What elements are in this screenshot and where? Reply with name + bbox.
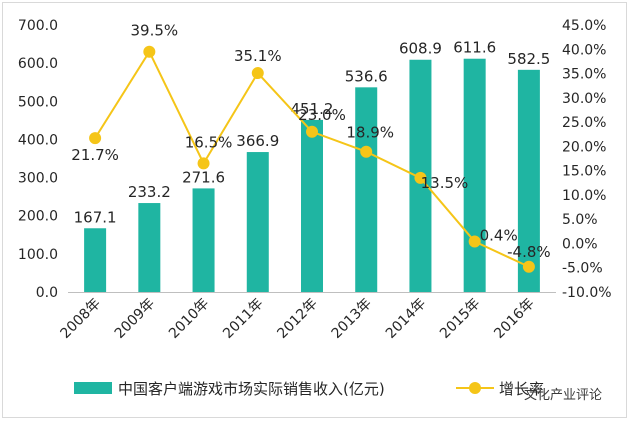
growth-point <box>197 157 210 170</box>
bar <box>84 228 107 292</box>
bar <box>301 119 323 292</box>
x-tick-label: 2010年 <box>166 296 212 342</box>
bar-data-label: 271.6 <box>182 168 225 186</box>
x-tick-label: 2012年 <box>274 296 320 342</box>
line-data-label: 13.5% <box>421 174 469 192</box>
bar <box>192 188 215 292</box>
y-right-tick-label: -10.0% <box>562 285 612 301</box>
y-left-tick-label: 300.0 <box>18 171 58 187</box>
growth-point <box>468 235 481 248</box>
bar <box>246 152 269 292</box>
bar-data-label: 167.1 <box>74 208 117 226</box>
y-left-tick-label: 400.0 <box>18 132 58 148</box>
y-right-tick-label: 10.0% <box>562 188 606 204</box>
legend-label-line: 增长率 <box>499 380 544 398</box>
legend-label-bars: 中国客户端游戏市场实际销售收入(亿元) <box>118 380 385 398</box>
x-tick-label: 2016年 <box>491 296 537 342</box>
y-right-tick-label: 30.0% <box>562 91 606 107</box>
y-left-tick-label: 200.0 <box>18 209 58 225</box>
x-tick-label: 2009年 <box>112 296 158 342</box>
line-data-label: 18.9% <box>346 124 394 142</box>
growth-point <box>306 125 318 138</box>
line-data-label: 35.1% <box>234 47 282 65</box>
y-left-tick-label: 100.0 <box>18 247 58 263</box>
y-right-tick-label: 5.0% <box>562 212 598 228</box>
x-tick-label: 2008年 <box>58 296 104 342</box>
x-tick-label: 2013年 <box>329 296 375 342</box>
bar-data-label: 611.6 <box>453 39 496 57</box>
growth-point <box>89 132 102 145</box>
y-right-tick-label: 20.0% <box>562 139 606 155</box>
bar-data-label: 233.2 <box>128 183 171 201</box>
y-right-tick-label: 25.0% <box>562 115 606 131</box>
y-left-tick-label: 700.0 <box>18 18 58 34</box>
growth-point <box>143 45 156 58</box>
growth-point <box>414 171 427 184</box>
legend-swatch-bars <box>74 382 112 394</box>
legend-swatch-marker <box>469 382 481 394</box>
x-tick-label: 2014年 <box>383 296 429 342</box>
watermark: 文化产业评论 <box>524 388 603 403</box>
y-left-tick-label: 0.0 <box>36 285 58 301</box>
line-data-label: 0.4% <box>480 227 518 245</box>
line-data-label: 23.0% <box>298 106 346 124</box>
y-right-tick-label: 40.0% <box>562 42 606 58</box>
x-tick-label: 2011年 <box>220 296 266 342</box>
bar-data-label: 451.2 <box>291 100 334 118</box>
y-right-tick-label: 45.0% <box>562 18 606 34</box>
y-right-tick-label: -5.0% <box>562 261 603 277</box>
line-data-label: 39.5% <box>131 22 179 40</box>
x-tick-label: 2015年 <box>437 296 483 342</box>
line-data-label: 21.7% <box>71 146 119 164</box>
bar-data-label: 582.5 <box>507 50 550 68</box>
bar-data-label: 608.9 <box>399 40 442 58</box>
growth-point <box>522 260 535 273</box>
bar-data-label: 536.6 <box>345 67 388 85</box>
line-data-label: -4.8% <box>507 243 551 261</box>
bar <box>138 203 161 292</box>
growth-point <box>360 145 373 158</box>
y-right-tick-label: 15.0% <box>562 164 606 180</box>
y-right-tick-label: 35.0% <box>562 67 606 83</box>
growth-point <box>251 67 264 80</box>
y-left-tick-label: 600.0 <box>18 56 58 72</box>
bar <box>355 87 378 292</box>
bar-data-label: 366.9 <box>236 132 279 150</box>
bar <box>517 69 540 292</box>
y-left-tick-label: 500.0 <box>18 94 58 110</box>
y-right-tick-label: 0.0% <box>562 236 598 252</box>
chart-frame <box>2 2 627 418</box>
line-data-label: 16.5% <box>185 133 233 151</box>
